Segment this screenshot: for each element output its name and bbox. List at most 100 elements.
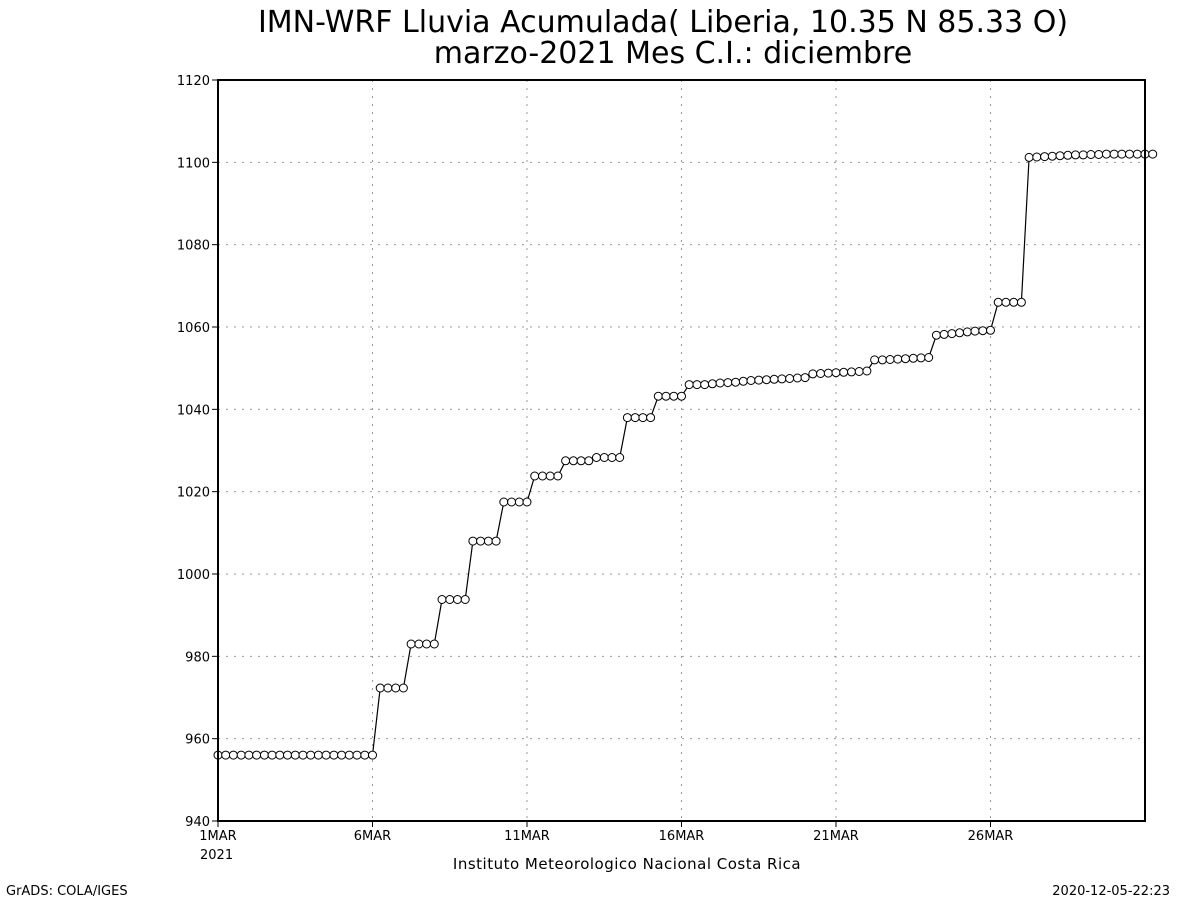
- data-point: [1078, 150, 1088, 160]
- data-point: [839, 367, 849, 377]
- data-point: [769, 374, 779, 384]
- data-point: [885, 355, 895, 364]
- y-tick-label: 980: [185, 650, 210, 665]
- data-point: [847, 367, 856, 377]
- data-point: [723, 378, 733, 388]
- data-point: [422, 639, 432, 649]
- data-point: [993, 297, 1003, 307]
- x-axis-ticks: 1MAR 6MAR 11MAR 16MAR 21MAR 26MAR: [199, 821, 1013, 844]
- data-point: [1109, 149, 1119, 159]
- data-point: [692, 380, 702, 390]
- data-point: [808, 369, 818, 379]
- data-point: [344, 750, 354, 760]
- data-point: [1032, 152, 1042, 162]
- y-tick-label: 1000: [177, 568, 210, 583]
- data-point: [785, 374, 795, 383]
- data-point: [545, 471, 555, 481]
- data-point: [831, 368, 841, 378]
- x-year-label: 2021: [200, 848, 233, 863]
- data-point: [321, 750, 331, 760]
- data-point: [746, 376, 756, 385]
- data-point: [862, 366, 872, 376]
- data-point: [460, 595, 470, 604]
- y-tick-label: 1020: [177, 486, 210, 501]
- data-point: [445, 595, 455, 604]
- data-point: [908, 353, 918, 363]
- data-point: [1071, 150, 1080, 160]
- data-point: [916, 353, 926, 363]
- data-point: [522, 497, 532, 507]
- data-point: [236, 750, 246, 760]
- data-point: [306, 750, 316, 760]
- data-point: [1094, 150, 1104, 159]
- data-point: [1040, 152, 1050, 162]
- series-rainfall: [213, 149, 1158, 760]
- x-axis-label: Instituto Meteorologico Nacional Costa R…: [453, 855, 801, 873]
- grid-lines: [218, 80, 1145, 821]
- data-point: [568, 456, 578, 466]
- data-point: [854, 367, 864, 376]
- data-point: [1117, 149, 1127, 159]
- data-point: [731, 377, 741, 387]
- data-point: [707, 379, 717, 389]
- data-point: [630, 413, 640, 423]
- data-point: [1063, 150, 1073, 160]
- data-point: [661, 391, 671, 401]
- data-point: [576, 456, 586, 466]
- data-point: [653, 391, 663, 401]
- footer-right: 2020-12-05-22:23: [1052, 884, 1170, 899]
- data-point: [800, 373, 810, 383]
- data-point: [877, 355, 887, 365]
- data-point: [684, 380, 694, 390]
- data-point: [947, 329, 957, 339]
- data-point: [391, 683, 401, 693]
- data-point: [1125, 149, 1134, 159]
- data-point: [383, 683, 393, 693]
- data-point: [275, 750, 285, 760]
- data-point: [352, 750, 362, 760]
- data-point: [792, 373, 802, 383]
- data-point: [870, 355, 880, 365]
- chart-subtitle: marzo-2021 Mes C.I.: diciembre: [434, 36, 912, 71]
- data-point: [337, 750, 347, 760]
- data-point: [677, 391, 686, 401]
- data-point: [669, 391, 679, 401]
- data-point: [1047, 151, 1057, 161]
- data-point: [823, 368, 833, 378]
- data-point: [599, 453, 609, 462]
- data-point: [538, 471, 547, 481]
- x-tick-label: 21MAR: [813, 829, 859, 844]
- data-point: [375, 683, 385, 693]
- data-point: [491, 536, 501, 546]
- data-point: [244, 750, 254, 760]
- x-tick-label: 1MAR: [199, 829, 236, 844]
- data-point: [592, 453, 601, 462]
- data-point: [754, 375, 764, 385]
- data-point: [429, 639, 439, 649]
- data-point: [615, 453, 625, 462]
- data-point: [931, 330, 941, 340]
- chart-title: IMN-WRF Lluvia Acumulada( Liberia, 10.35…: [258, 5, 1068, 40]
- x-tick-label: 6MAR: [354, 829, 391, 844]
- data-point: [607, 453, 617, 462]
- data-point: [499, 497, 509, 507]
- data-point: [561, 456, 571, 466]
- data-point: [313, 750, 323, 760]
- footer-left: GrADS: COLA/IGES: [6, 884, 128, 899]
- series-line: [218, 153, 1153, 756]
- data-point: [1101, 149, 1111, 159]
- data-point: [777, 374, 787, 384]
- data-point: [530, 471, 540, 481]
- data-point: [252, 750, 262, 760]
- data-point: [939, 329, 949, 339]
- x-tick-label: 26MAR: [968, 829, 1014, 844]
- data-point: [1055, 151, 1065, 161]
- data-point: [646, 413, 656, 423]
- data-point: [553, 471, 563, 481]
- data-point: [901, 354, 910, 364]
- data-point: [453, 595, 462, 604]
- data-point: [816, 369, 826, 378]
- data-point: [1024, 152, 1034, 162]
- data-point: [476, 536, 486, 546]
- y-axis-ticks: 940 960 980 1000 1020 1040 1060 1080 1100 1120: [177, 74, 218, 830]
